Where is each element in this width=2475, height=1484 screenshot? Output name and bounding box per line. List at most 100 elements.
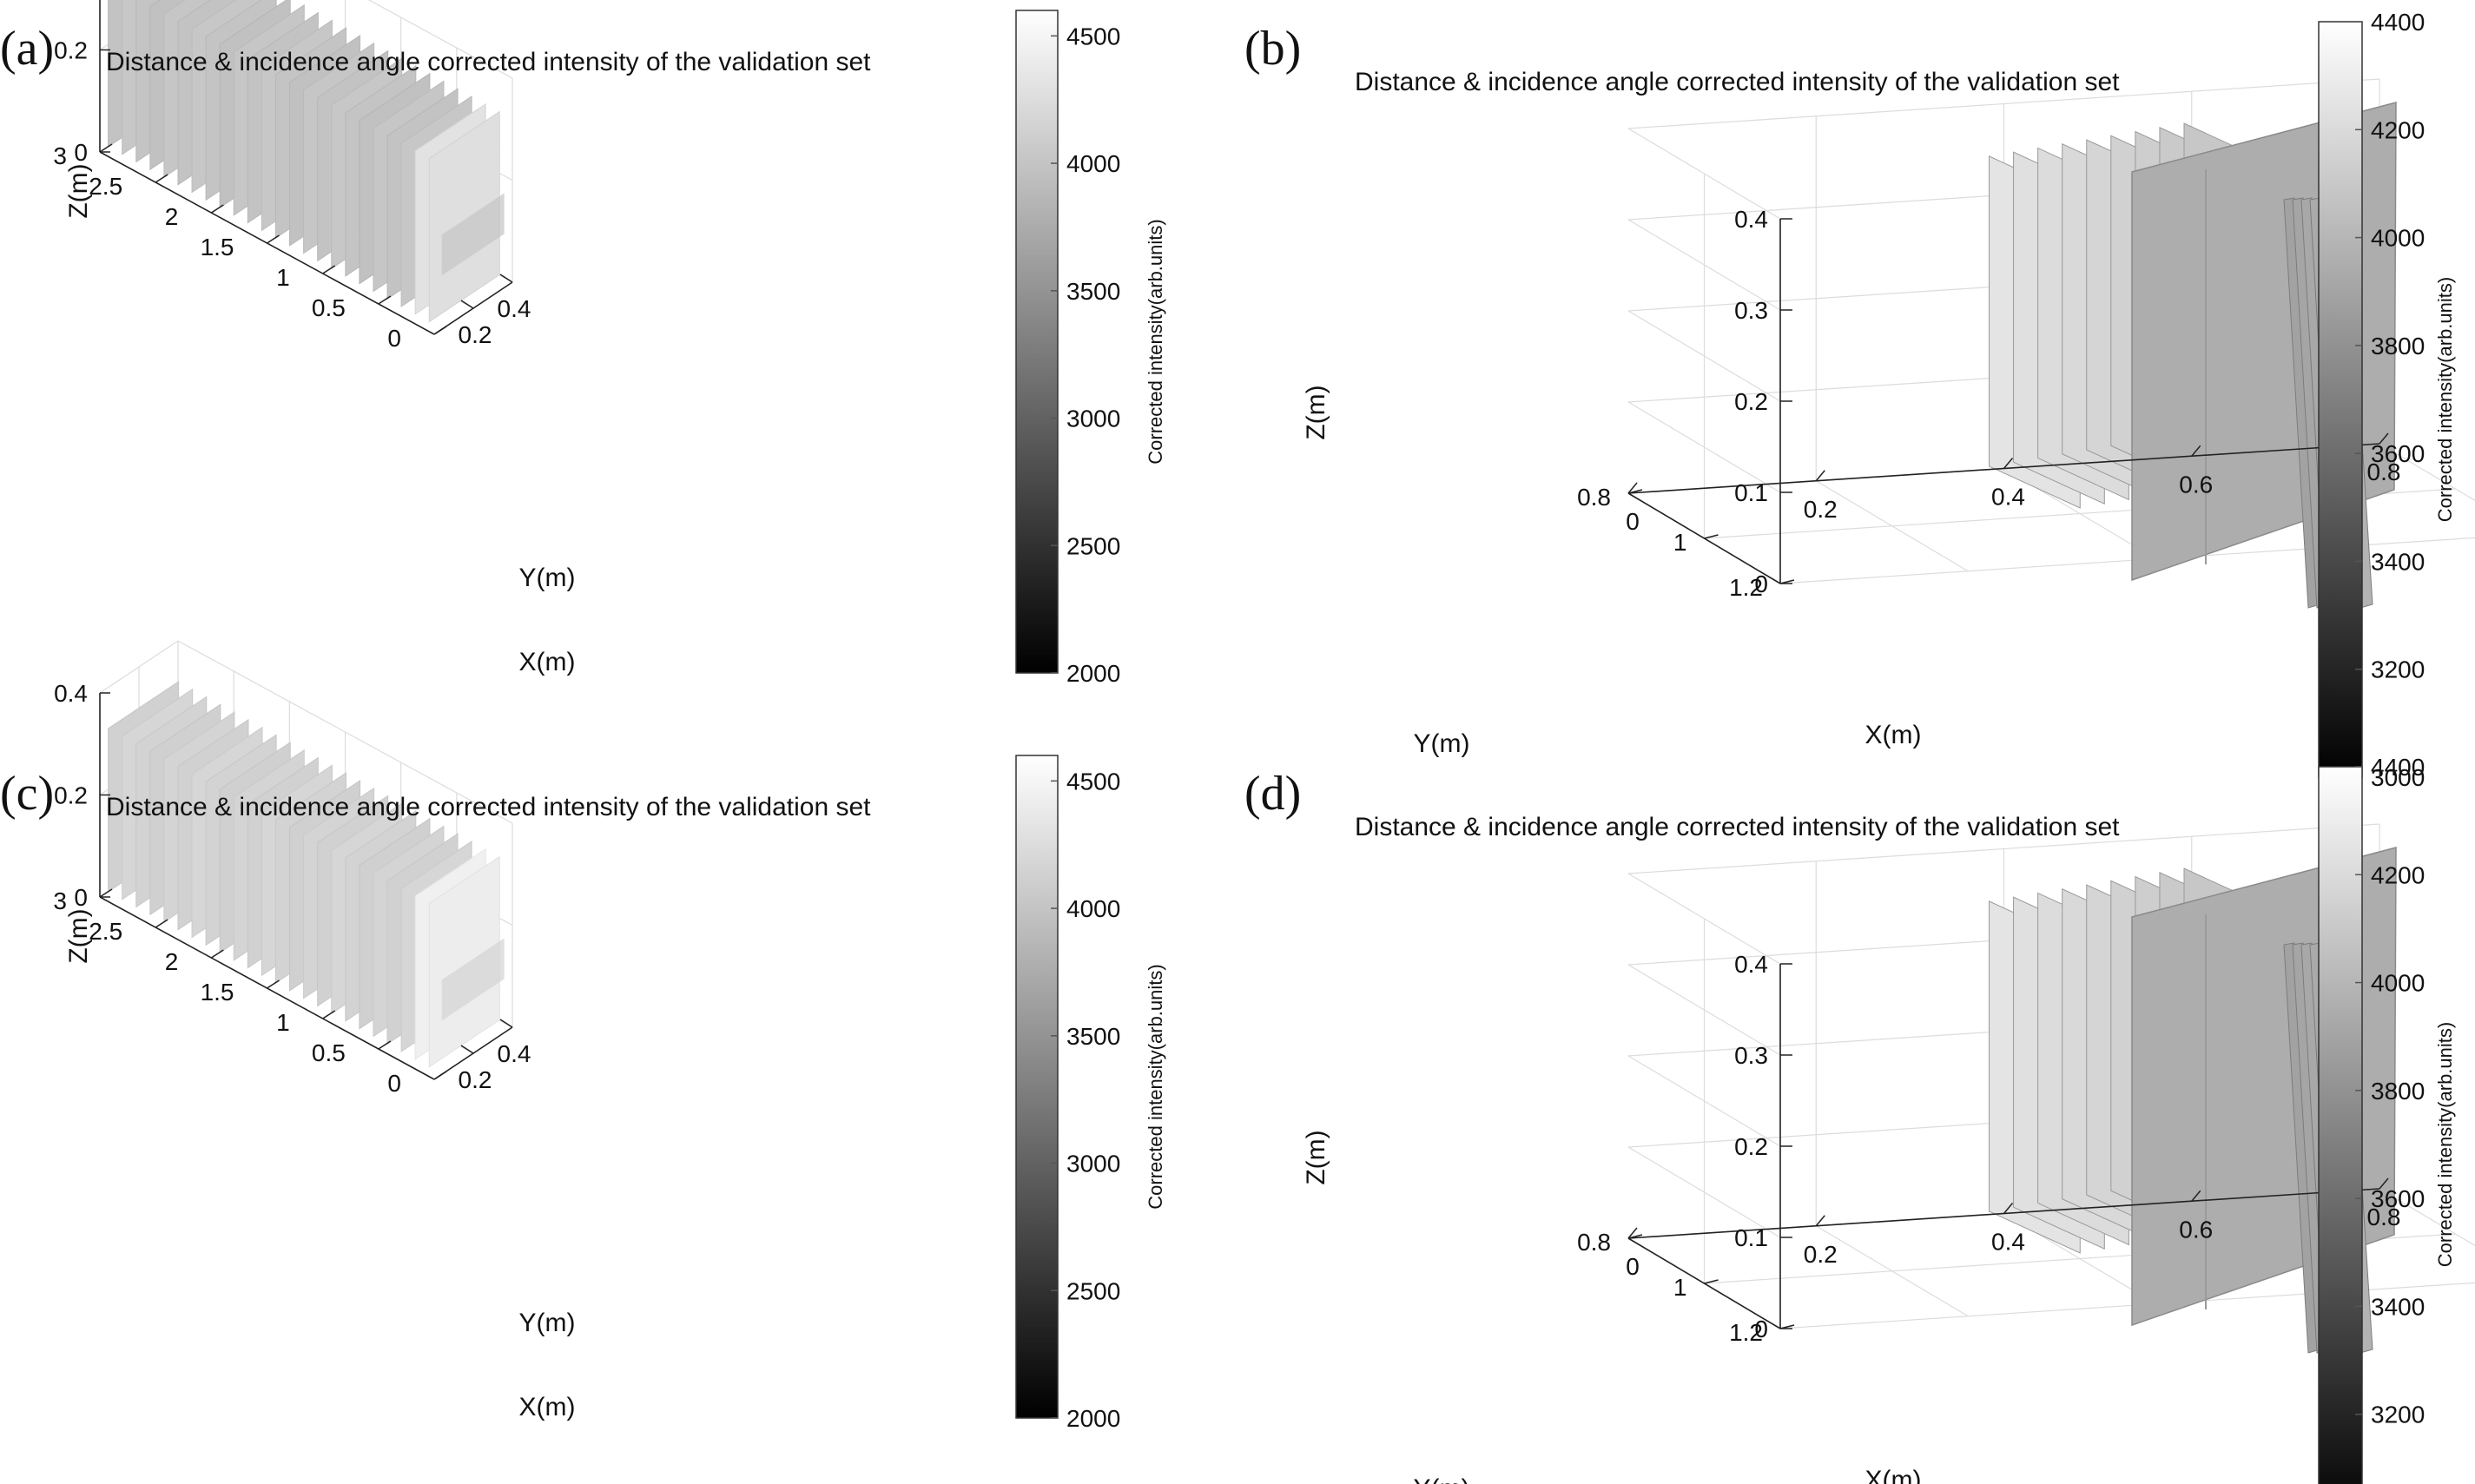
z-tick-label: 0.1 — [1734, 479, 1768, 506]
colorbar-tick-label: 4500 — [1066, 23, 1120, 49]
x-tick-mark — [1627, 1227, 1638, 1239]
x-tick-mark — [2191, 1190, 2201, 1202]
x-tick-mark — [1815, 1215, 1825, 1227]
colorbar-tick-label: 4000 — [1066, 150, 1120, 177]
x-tick-mark — [460, 300, 474, 309]
x-tick-mark — [2379, 1177, 2389, 1190]
x-tick-label: 0.2 — [1804, 1241, 1838, 1268]
colorbar-tick-label: 4200 — [2371, 116, 2425, 143]
colorbar — [1015, 10, 1059, 674]
colorbar-tick-label: 3000 — [1066, 1151, 1120, 1177]
colorbar-tick-label: 3800 — [2371, 333, 2425, 359]
y-tick-label: 1.2 — [1729, 574, 1763, 601]
x-tick-label: 0 — [1626, 508, 1640, 535]
colorbar-tick-label: 4000 — [2371, 225, 2425, 252]
x-tick-label: 0.2 — [459, 321, 492, 348]
z-tick-label: 0.4 — [1734, 206, 1768, 233]
y-tick-label: 0 — [387, 325, 401, 352]
intensity-band — [441, 193, 505, 276]
colorbar — [1015, 755, 1059, 1419]
x-tick-mark — [1815, 470, 1825, 482]
y-tick-mark — [433, 1071, 447, 1080]
y-tick-mark — [99, 888, 113, 898]
z-tick-label: 0.2 — [1734, 1133, 1768, 1160]
grid-line — [367, 0, 513, 79]
y-tick-mark — [378, 295, 392, 305]
y-tick-label: 0.5 — [312, 294, 346, 321]
colorbar-tick-label: 3600 — [2371, 440, 2425, 467]
y-tick-label: 1 — [1673, 529, 1687, 556]
colorbar-tick-label: 2000 — [1066, 660, 1120, 687]
y-tick-mark — [322, 1010, 336, 1019]
colorbar-label: Corrected intensity(arb.units) — [2434, 277, 2456, 522]
chart-title: Distance & incidence angle corrected int… — [106, 793, 871, 821]
y-tick-label: 3 — [53, 142, 67, 169]
chart-title: Distance & incidence angle corrected int… — [1355, 68, 2120, 96]
colorbar-tick-label: 3200 — [2371, 1402, 2425, 1428]
y-tick-mark — [210, 949, 224, 959]
x-axis-label: X(m) — [519, 1393, 576, 1421]
chart-title: Distance & incidence angle corrected int… — [106, 48, 871, 76]
plot-area-a: 00.511.522.530.20.400.20.4X(m)Y(m)Z(m)20… — [53, 0, 1166, 687]
z-tick-label: 0.2 — [54, 782, 88, 809]
x-tick-label: 0.4 — [498, 295, 531, 322]
grid-line — [177, 640, 513, 824]
z-tick-label: 0.2 — [1734, 388, 1768, 415]
y-tick-label: 1.5 — [201, 979, 234, 1006]
x-tick-mark — [2003, 458, 2014, 469]
colorbar — [2318, 21, 2363, 778]
y-axis-label: Y(m) — [1414, 1474, 1470, 1484]
intensity-band — [441, 938, 505, 1021]
z-tick-label: 0.4 — [1734, 951, 1768, 978]
y-tick-label: 0.8 — [1577, 1229, 1611, 1256]
plot-area-d: 00.20.40.60.80.811.200.10.20.30.4X(m)Y(m… — [1302, 754, 2475, 1484]
plot-area-c: 00.511.522.530.20.400.20.4X(m)Y(m)Z(m)20… — [53, 640, 1166, 1432]
z-tick-label: 0.3 — [1734, 1042, 1768, 1069]
colorbar-tick-label: 4000 — [2371, 970, 2425, 997]
y-axis-label: Y(m) — [1414, 729, 1470, 758]
colorbar-tick-label: 4200 — [2371, 861, 2425, 888]
z-tick-label: 0.4 — [54, 680, 88, 707]
colorbar-tick-label: 4500 — [1066, 768, 1120, 795]
z-tick-label: 0.3 — [1734, 297, 1768, 324]
chart-title: Distance & incidence angle corrected int… — [1355, 813, 2120, 841]
y-tick-label: 1 — [276, 1009, 290, 1036]
y-tick-mark — [1627, 489, 1643, 494]
chart-panel-a: 00.511.522.530.20.400.20.4X(m)Y(m)Z(m)20… — [0, 0, 1238, 738]
x-tick-label: 0.8 — [2367, 1204, 2401, 1230]
z-tick-label: 0 — [74, 139, 88, 166]
colorbar-tick-label: 3400 — [2371, 1293, 2425, 1320]
x-tick-label: 0.4 — [1991, 1229, 2025, 1256]
z-tick-label: 0 — [1754, 571, 1768, 597]
y-tick-label: 1.5 — [201, 234, 234, 261]
x-axis-label: X(m) — [1865, 1466, 1922, 1484]
y-tick-mark — [433, 326, 447, 335]
x-tick-label: 0.6 — [2179, 471, 2213, 498]
z-tick-label: 0.1 — [1734, 1224, 1768, 1251]
y-tick-mark — [210, 204, 224, 214]
y-tick-mark — [1704, 1279, 1719, 1284]
x-tick-label: 0.6 — [2179, 1216, 2213, 1243]
y-tick-label: 2 — [165, 948, 179, 975]
y-axis-label: Y(m) — [519, 564, 576, 592]
panel-label: (d) — [1244, 767, 1302, 821]
x-tick-label: 0.8 — [2367, 458, 2401, 485]
x-tick-mark — [499, 274, 513, 283]
colorbar-tick-label: 3500 — [1066, 1023, 1120, 1050]
y-tick-mark — [155, 919, 168, 928]
y-axis-label: Y(m) — [519, 1309, 576, 1337]
colorbar-tick-label: 2500 — [1066, 1277, 1120, 1304]
y-tick-mark — [99, 143, 113, 153]
colorbar-tick-label: 3400 — [2371, 548, 2425, 575]
chart-panel-d: 00.20.40.60.80.811.200.10.20.30.4X(m)Y(m… — [1238, 745, 2475, 1484]
y-tick-label: 3 — [53, 887, 67, 914]
colorbar-tick-label: 3500 — [1066, 278, 1120, 305]
y-tick-label: 0.5 — [312, 1039, 346, 1066]
colorbar-tick-label: 4400 — [2371, 754, 2425, 781]
x-tick-label: 0 — [1626, 1253, 1640, 1280]
colorbar-label: Corrected intensity(arb.units) — [1145, 219, 1166, 464]
z-axis-label: Z(m) — [1302, 1130, 1330, 1184]
colorbar-tick-label: 2000 — [1066, 1405, 1120, 1432]
y-tick-mark — [267, 234, 280, 244]
colorbar-tick-label: 3200 — [2371, 656, 2425, 683]
